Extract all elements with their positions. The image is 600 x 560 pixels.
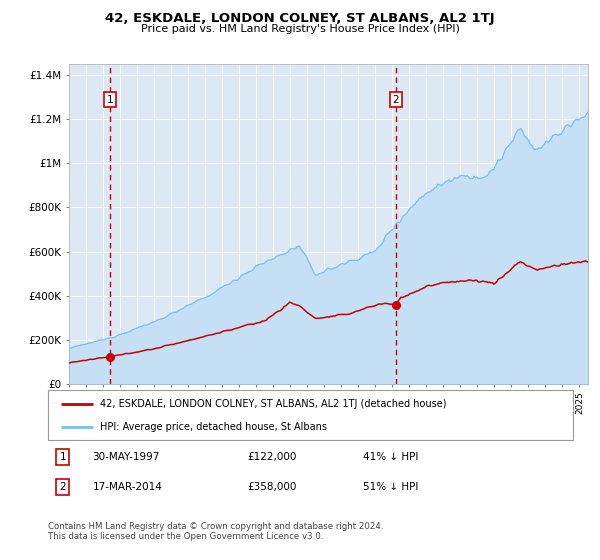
FancyBboxPatch shape: [48, 390, 573, 440]
Text: 30-MAY-1997: 30-MAY-1997: [92, 452, 160, 462]
Text: 41% ↓ HPI: 41% ↓ HPI: [363, 452, 418, 462]
Text: £122,000: £122,000: [248, 452, 297, 462]
Text: 2: 2: [392, 95, 399, 105]
Text: 1: 1: [59, 452, 66, 462]
Text: 2: 2: [59, 482, 66, 492]
Text: £358,000: £358,000: [248, 482, 297, 492]
Text: 17-MAR-2014: 17-MAR-2014: [92, 482, 163, 492]
Text: 42, ESKDALE, LONDON COLNEY, ST ALBANS, AL2 1TJ (detached house): 42, ESKDALE, LONDON COLNEY, ST ALBANS, A…: [101, 399, 447, 409]
Text: 51% ↓ HPI: 51% ↓ HPI: [363, 482, 418, 492]
Text: 42, ESKDALE, LONDON COLNEY, ST ALBANS, AL2 1TJ: 42, ESKDALE, LONDON COLNEY, ST ALBANS, A…: [105, 12, 495, 25]
Text: HPI: Average price, detached house, St Albans: HPI: Average price, detached house, St A…: [101, 422, 328, 432]
Text: Contains HM Land Registry data © Crown copyright and database right 2024.
This d: Contains HM Land Registry data © Crown c…: [48, 522, 383, 542]
Text: 1: 1: [107, 95, 113, 105]
Text: Price paid vs. HM Land Registry's House Price Index (HPI): Price paid vs. HM Land Registry's House …: [140, 24, 460, 34]
